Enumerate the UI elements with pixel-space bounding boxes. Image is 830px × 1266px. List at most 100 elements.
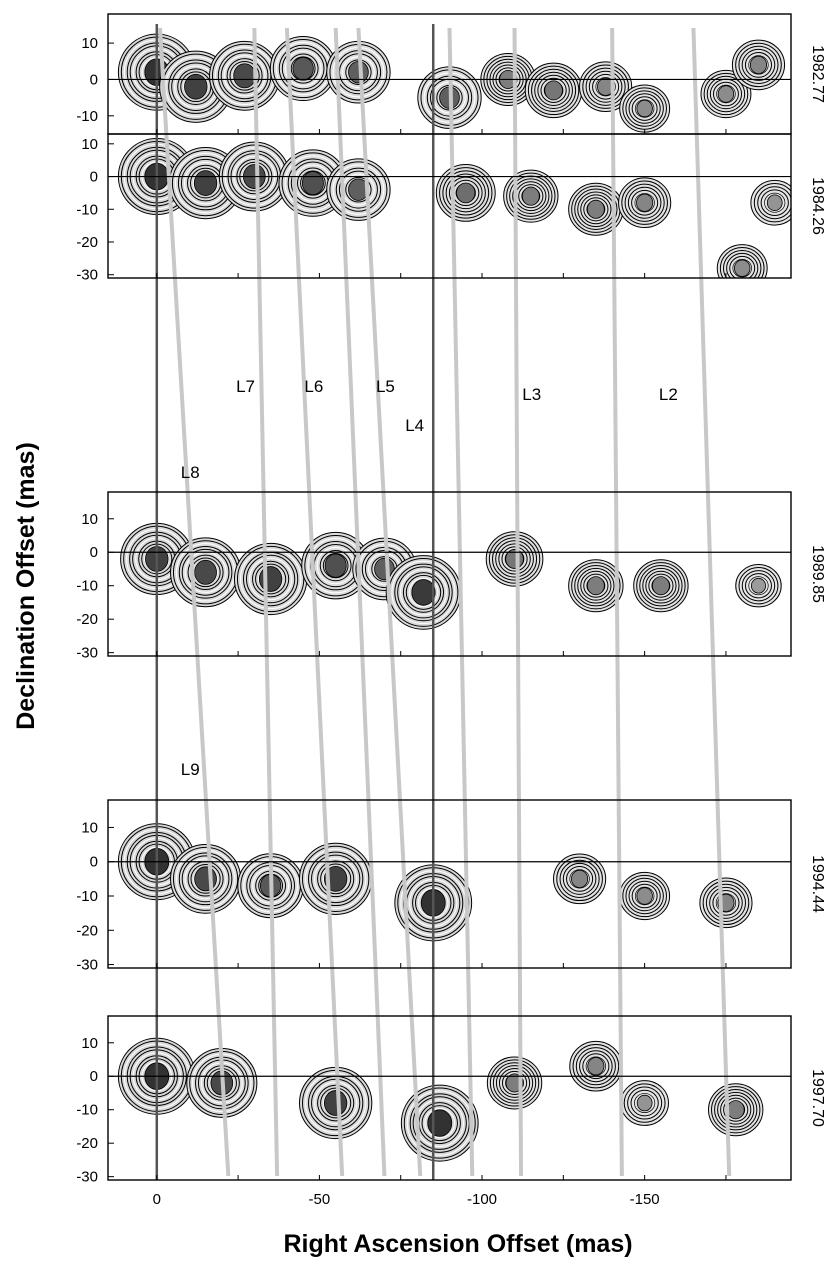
contour-ring	[744, 573, 772, 599]
emission-blob	[568, 559, 624, 613]
contour-ring	[335, 167, 382, 212]
y-tick-label: 0	[90, 854, 98, 871]
contour-ring	[190, 864, 221, 894]
panel-emission-1997.70	[108, 1016, 791, 1180]
contour-ring	[498, 543, 531, 575]
contour-ring	[722, 249, 762, 278]
emission-blob	[485, 531, 544, 587]
contour-ring	[229, 60, 260, 91]
contour-ring	[627, 186, 662, 219]
contour-core	[194, 866, 217, 892]
x-tick-label: -150	[630, 1191, 660, 1208]
contour-ring	[424, 1107, 456, 1139]
contour-ring	[741, 570, 776, 602]
y-tick-label: -30	[76, 1169, 98, 1186]
contour-ring	[223, 55, 266, 97]
contour-ring	[741, 48, 776, 81]
emission-blob	[299, 1066, 373, 1140]
component-label-l4: L4	[405, 416, 424, 435]
contour-ring	[421, 1105, 458, 1142]
panel-frames: 10 0 -10 1982.77 10 0 -10 -20 -30 1984.26 10 0 -10 -2…	[76, 13, 826, 1208]
emission-blob	[619, 871, 671, 921]
emission-blob	[170, 843, 242, 914]
component-track	[512, 27, 524, 1177]
contour-ring	[562, 862, 597, 895]
contour-ring	[317, 1084, 355, 1122]
contour-ring	[317, 860, 355, 898]
contour-ring	[394, 563, 453, 622]
x-tick-label: -50	[309, 1191, 331, 1208]
contour-ring	[580, 194, 612, 225]
epoch-label: 1984.26	[809, 177, 826, 235]
y-tick-label: -30	[76, 267, 98, 284]
emission-blob	[269, 36, 337, 102]
contour-core	[636, 99, 653, 118]
contour-ring	[719, 247, 765, 278]
contour-ring	[314, 857, 358, 901]
contour-ring	[400, 569, 447, 616]
contour-ring	[236, 545, 305, 613]
emission-blob	[170, 537, 242, 608]
emission-blob	[708, 1083, 764, 1137]
contour-core	[636, 193, 654, 212]
y-tick-label: -10	[76, 888, 98, 905]
contour-ring	[628, 93, 661, 124]
contour-ring	[255, 563, 287, 595]
emission-blob	[568, 182, 624, 236]
y-tick-label: 10	[81, 819, 98, 836]
contour-ring	[622, 874, 667, 918]
component-label-l7: L7	[236, 377, 255, 396]
contour-ring	[577, 567, 615, 604]
y-tick-label: -20	[76, 611, 98, 628]
emission-blob	[731, 39, 786, 91]
contour-ring	[645, 570, 677, 601]
contour-ring	[757, 186, 791, 220]
contour-ring	[391, 560, 456, 625]
contour-ring	[534, 71, 573, 109]
y-tick-label: 10	[81, 1035, 98, 1052]
contour-ring	[572, 1044, 620, 1089]
contour-ring	[569, 869, 590, 889]
contour-core	[456, 182, 476, 204]
emission-blob	[700, 69, 752, 119]
emission-blob	[400, 1084, 479, 1162]
contour-core	[411, 579, 436, 606]
contour-ring	[220, 52, 269, 100]
contour-ring	[405, 574, 442, 610]
contour-ring	[631, 883, 658, 909]
y-tick-label: -20	[76, 234, 98, 251]
epoch-label: 1989.85	[809, 545, 826, 603]
emission-blob	[326, 158, 391, 221]
contour-ring	[583, 573, 609, 598]
contour-ring	[320, 863, 352, 895]
y-tick-label: 0	[90, 169, 98, 186]
contour-ring	[627, 1086, 663, 1120]
contour-ring	[527, 65, 580, 116]
contour-core	[586, 576, 605, 596]
contour-ring	[308, 851, 364, 907]
contour-ring	[302, 845, 370, 912]
y-tick-label: -10	[76, 108, 98, 125]
contour-ring	[226, 58, 263, 94]
emission-blob	[716, 244, 768, 278]
contour-ring	[579, 1050, 613, 1083]
contour-ring	[648, 573, 674, 598]
contour-ring	[246, 554, 296, 604]
contour-ring	[732, 258, 752, 278]
emission-blob	[699, 877, 753, 929]
contour-core	[233, 63, 256, 89]
contour-ring	[764, 192, 786, 213]
emission-blob	[620, 1080, 669, 1126]
contour-ring	[714, 1088, 758, 1131]
epoch-label: 1982.77	[809, 45, 826, 103]
contour-ring	[488, 534, 541, 584]
contour-ring	[332, 164, 385, 215]
contour-core	[586, 199, 605, 219]
panel-frame	[107, 1015, 792, 1181]
contour-ring	[281, 47, 325, 90]
x-tick-label: 0	[153, 1191, 161, 1208]
y-axis-title: Declination Offset (mas)	[12, 442, 40, 730]
emission-blob	[435, 164, 496, 222]
contour-ring	[744, 52, 773, 78]
contour-core	[184, 73, 208, 100]
